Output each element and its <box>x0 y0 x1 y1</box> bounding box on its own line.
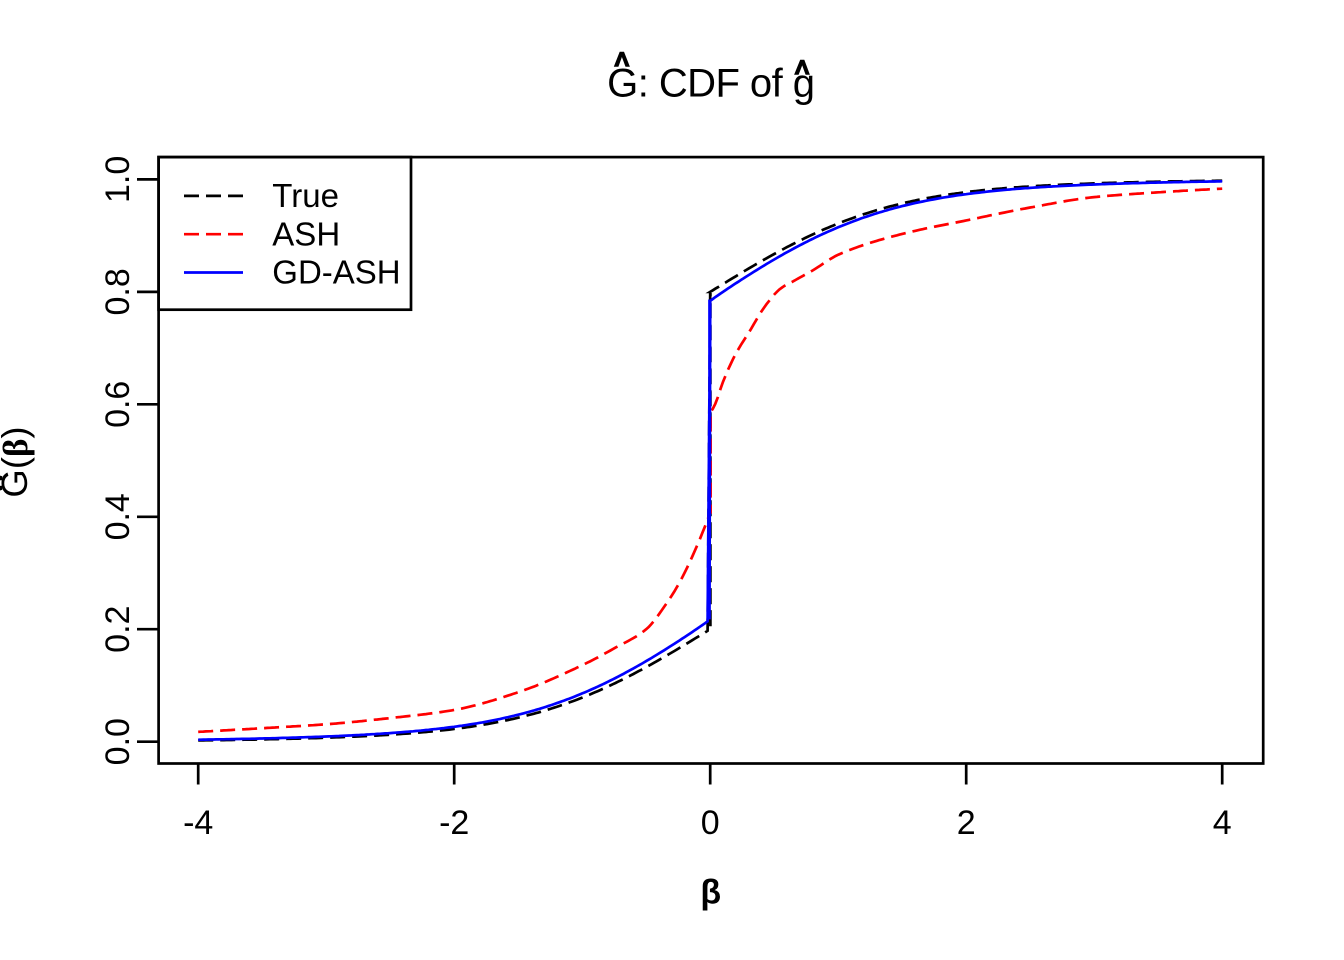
svg-text:β: β <box>700 874 721 912</box>
svg-text:0.6: 0.6 <box>99 381 137 428</box>
svg-text:0: 0 <box>701 804 720 842</box>
svg-text:0.0: 0.0 <box>99 718 137 765</box>
svg-text:GD-ASH: GD-ASH <box>272 254 400 291</box>
svg-text:ASH: ASH <box>272 215 340 252</box>
svg-text:-2: -2 <box>439 804 469 842</box>
svg-text:True: True <box>272 177 339 214</box>
svg-text:G(β): G(β) <box>0 426 35 497</box>
svg-text:-4: -4 <box>183 804 213 842</box>
svg-text:0.4: 0.4 <box>99 493 137 540</box>
svg-text:2: 2 <box>957 804 976 842</box>
svg-text:0.2: 0.2 <box>99 606 137 653</box>
svg-text:G: CDF of g: G: CDF of g <box>607 62 814 106</box>
svg-text:0.8: 0.8 <box>99 268 137 315</box>
svg-text:1.0: 1.0 <box>99 156 137 203</box>
svg-text:4: 4 <box>1213 804 1232 842</box>
